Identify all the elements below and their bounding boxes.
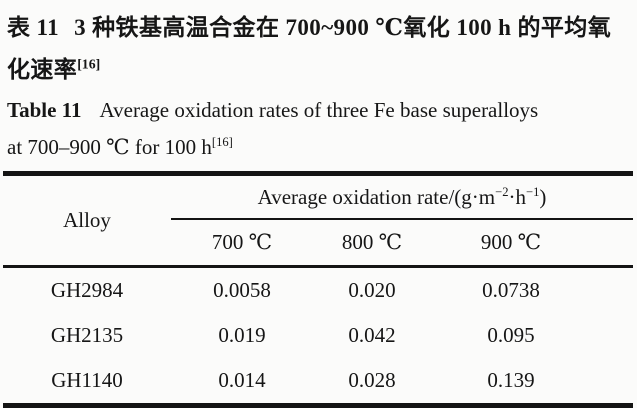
column-header-alloy: Alloy [3, 173, 171, 268]
value-cell: 0.019 [218, 323, 266, 347]
caption-zh-line2: 化速率 [7, 57, 78, 82]
column-header-800c: 800 ℃ [313, 219, 431, 268]
reference-superscript: [16] [211, 135, 233, 149]
table-header-row-1: Alloy Average oxidation rate/(g·m−2·h−1) [3, 173, 634, 268]
value-cell: 0.020 [348, 278, 396, 302]
table-number-en: Table 11 [7, 98, 82, 122]
unit-exponent: −1 [526, 184, 540, 199]
reference-superscript: [16] [77, 56, 101, 72]
caption-chinese: 表 11 3 种铁基高温合金在 700~900 ℃氧化 100 h 的平均氧 化速… [7, 7, 627, 91]
caption-en-line1: Average oxidation rates of three Fe base… [99, 98, 539, 122]
alloy-name-cell: GH2984 [50, 278, 124, 302]
value-cell: 0.0058 [213, 278, 271, 302]
table-header-row-2: 700 ℃ 800 ℃ 900 ℃ [3, 219, 634, 268]
value-cell: 0.014 [218, 368, 266, 392]
column-header-700c: 700 ℃ [171, 219, 313, 268]
oxidation-rate-table: Alloy Average oxidation rate/(g·m−2·h−1)… [3, 171, 634, 408]
unit-exponent: −2 [495, 184, 509, 199]
unit-text: ) [539, 184, 547, 209]
table-row: GH2984 0.0058 0.020 0.0738 [3, 267, 633, 314]
unit-text: Average oxidation rate/(g·m [257, 184, 496, 209]
caption-english: Table 11 Average oxidation rates of three… [7, 92, 627, 166]
column-header-unit: Average oxidation rate/(g·m−2·h−1) [171, 173, 634, 220]
column-header-900c: 900 ℃ [431, 219, 634, 268]
alloy-name-cell: GH1140 [51, 368, 123, 392]
value-cell: 0.095 [487, 323, 535, 347]
value-cell: 0.042 [348, 323, 396, 347]
table-row: GH2135 0.019 0.042 0.095 [3, 313, 633, 358]
value-cell: 0.139 [487, 368, 535, 392]
caption-en-line2: at 700–900 ℃ for 100 h [7, 135, 212, 159]
value-cell: 0.028 [348, 368, 396, 392]
value-cell: 0.0738 [482, 278, 540, 302]
table-number-zh: 表 11 [7, 15, 60, 40]
alloy-name-cell: GH2135 [50, 323, 124, 347]
caption-zh-line1: 3 种铁基高温合金在 700~900 ℃氧化 100 h 的平均氧 [74, 15, 612, 40]
unit-text: ·h [508, 184, 527, 209]
table-row: GH1140 0.014 0.028 0.139 [3, 358, 633, 406]
